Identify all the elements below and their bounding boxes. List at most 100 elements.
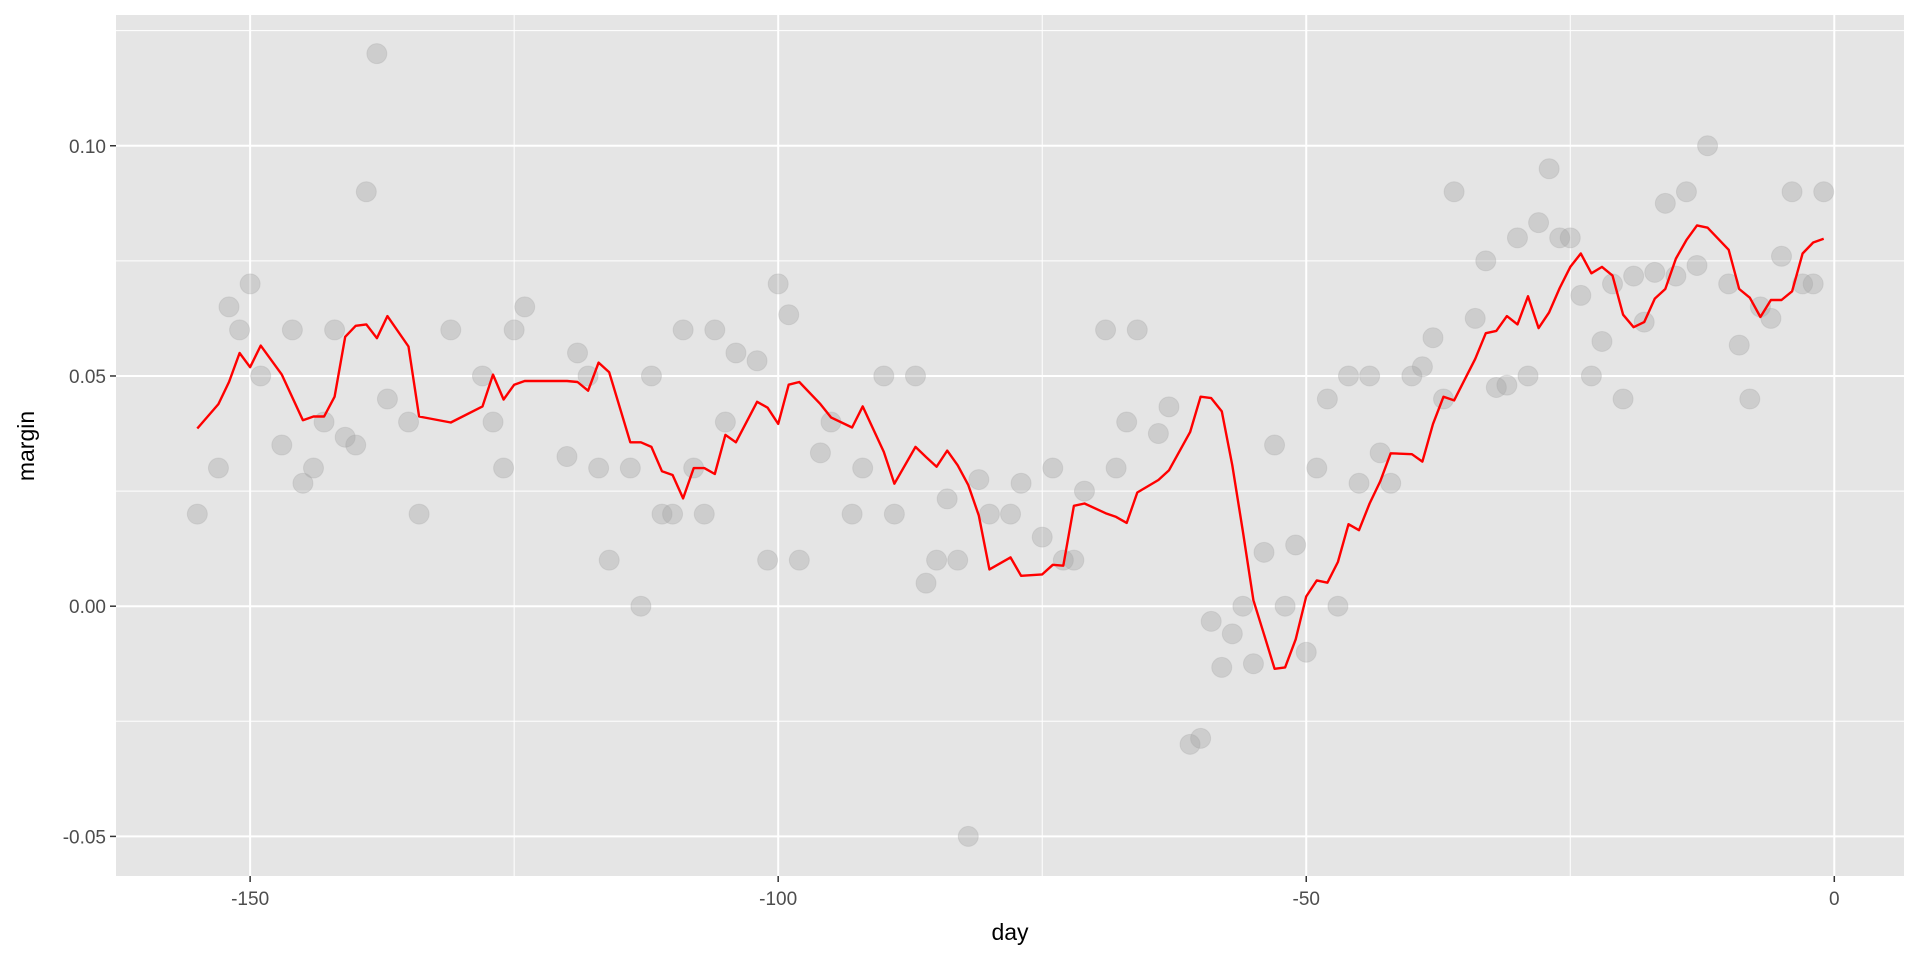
- data-point: [1073, 480, 1095, 502]
- data-point: [1105, 457, 1127, 479]
- data-point: [1116, 411, 1138, 433]
- y-tick-label: 0.10: [69, 137, 106, 158]
- data-point: [1602, 273, 1624, 295]
- data-point: [926, 549, 948, 571]
- data-point: [440, 319, 462, 341]
- data-point: [651, 503, 673, 525]
- x-axis-title: day: [991, 919, 1029, 945]
- data-point: [904, 365, 926, 387]
- data-point: [1570, 284, 1592, 306]
- data-point: [1813, 181, 1835, 203]
- data-point: [915, 572, 937, 594]
- data-point: [1496, 374, 1518, 396]
- data-point: [355, 181, 377, 203]
- data-point: [1654, 192, 1676, 214]
- data-point: [1221, 623, 1243, 645]
- data-point: [1623, 265, 1645, 287]
- data-point: [662, 503, 684, 525]
- data-point: [1337, 365, 1359, 387]
- data-point: [1285, 534, 1307, 556]
- data-point: [725, 342, 747, 364]
- x-tick-label: 0: [1829, 889, 1840, 910]
- data-point: [207, 457, 229, 479]
- data-point: [1295, 641, 1317, 663]
- data-point: [1464, 307, 1486, 329]
- data-point: [852, 457, 874, 479]
- trend-line-group: [196, 224, 1825, 670]
- data-point: [1538, 158, 1560, 180]
- data-point: [1475, 250, 1497, 272]
- data-point: [186, 503, 208, 525]
- data-point: [968, 469, 990, 491]
- data-point: [493, 457, 515, 479]
- data-point: [503, 319, 525, 341]
- data-point: [1770, 245, 1792, 267]
- data-point: [947, 549, 969, 571]
- data-point: [1549, 227, 1571, 249]
- x-axis-ticks: -150 -100 -50 0: [231, 876, 1840, 910]
- data-point: [1580, 365, 1602, 387]
- data-point: [1253, 541, 1275, 563]
- data-point: [1031, 526, 1053, 548]
- data-point: [408, 503, 430, 525]
- data-point: [1264, 434, 1286, 456]
- data-point: [809, 442, 831, 464]
- data-point: [978, 503, 1000, 525]
- x-tick-label: -150: [231, 889, 269, 910]
- data-point: [1506, 227, 1528, 249]
- data-point: [778, 304, 800, 326]
- data-point: [376, 388, 398, 410]
- data-point: [757, 549, 779, 571]
- data-point: [672, 319, 694, 341]
- x-tick-label: -100: [759, 889, 797, 910]
- data-point: [1380, 472, 1402, 494]
- y-axis-title: margin: [13, 411, 39, 481]
- plot-panel: [116, 15, 1904, 876]
- data-point: [1359, 365, 1381, 387]
- data-point: [577, 365, 599, 387]
- data-point: [640, 365, 662, 387]
- data-point: [704, 319, 726, 341]
- y-tick-label: -0.05: [63, 827, 106, 848]
- data-point: [1443, 181, 1465, 203]
- data-point: [1095, 319, 1117, 341]
- data-point: [1200, 610, 1222, 632]
- data-point: [1158, 396, 1180, 418]
- data-point: [398, 411, 420, 433]
- data-point: [873, 365, 895, 387]
- minor-gridlines: [116, 15, 1904, 876]
- data-point: [1675, 181, 1697, 203]
- data-point: [1306, 457, 1328, 479]
- data-point: [324, 319, 346, 341]
- data-point: [1042, 457, 1064, 479]
- data-point: [883, 503, 905, 525]
- data-point: [514, 296, 536, 318]
- y-tick-label: 0.05: [69, 367, 106, 388]
- data-point: [746, 350, 768, 372]
- data-point: [1644, 261, 1666, 283]
- data-point: [345, 434, 367, 456]
- data-point: [1760, 307, 1782, 329]
- data-point: [714, 411, 736, 433]
- data-point: [619, 457, 641, 479]
- data-point: [1232, 595, 1254, 617]
- data-point: [1591, 330, 1613, 352]
- data-point: [630, 595, 652, 617]
- data-point: [788, 549, 810, 571]
- data-point: [334, 426, 356, 448]
- red-trend-line: [196, 224, 1825, 670]
- data-point: [556, 446, 578, 468]
- data-point: [1063, 549, 1085, 571]
- data-point: [239, 273, 261, 295]
- data-point: [1485, 376, 1507, 398]
- data-point: [1316, 388, 1338, 410]
- data-point: [1411, 356, 1433, 378]
- data-point: [567, 342, 589, 364]
- data-point: [767, 273, 789, 295]
- data-point: [1179, 733, 1201, 755]
- x-tick-label: -50: [1293, 889, 1320, 910]
- data-point: [1327, 595, 1349, 617]
- data-point: [302, 457, 324, 479]
- data-point: [598, 549, 620, 571]
- data-point: [482, 411, 504, 433]
